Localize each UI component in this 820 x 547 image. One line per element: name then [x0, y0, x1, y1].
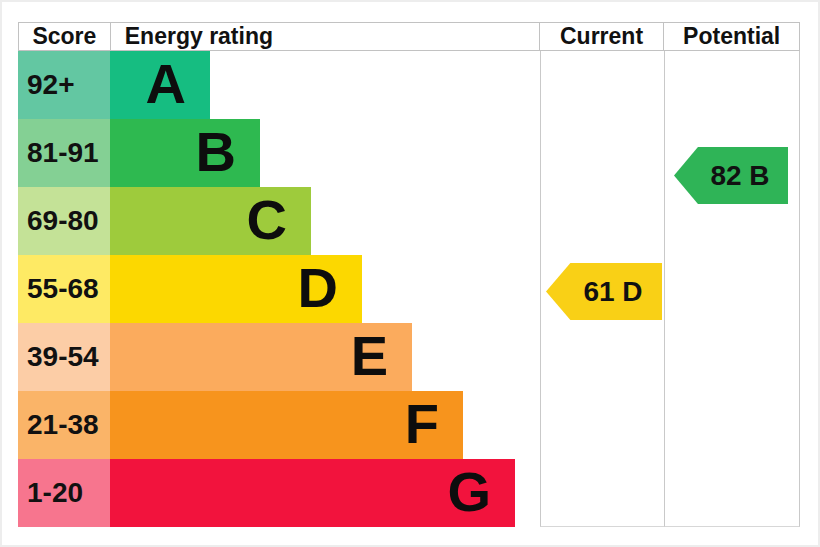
band-row: 55-68 D — [18, 255, 540, 323]
header-score: Score — [19, 23, 111, 50]
rating-bar: E — [110, 323, 412, 391]
rating-bar: F — [110, 391, 463, 459]
header-energy-rating: Energy rating — [111, 23, 540, 50]
band-row: 39-54 E — [18, 323, 540, 391]
score-cell: 1-20 — [18, 459, 110, 527]
band-row: 21-38 F — [18, 391, 540, 459]
rating-bar: B — [110, 119, 260, 187]
band-row: 81-91 B — [18, 119, 540, 187]
rating-bar: C — [110, 187, 311, 255]
potential-column — [665, 51, 800, 527]
band-row: 69-80 C — [18, 187, 540, 255]
rating-letter: C — [247, 188, 287, 251]
header-current: Current — [540, 23, 665, 50]
rating-letter: A — [146, 52, 186, 115]
rating-bar: G — [110, 459, 515, 527]
potential-rating-arrow: 82 B — [674, 147, 788, 204]
score-cell: 55-68 — [18, 255, 110, 323]
band-rows: 92+ A 81-91 B 69-80 C 55-68 D 39-54 E 21… — [18, 51, 540, 527]
header-potential: Potential — [664, 23, 799, 50]
epc-chart-page: { "header": { "score": "Score", "energy_… — [0, 0, 820, 547]
score-cell: 69-80 — [18, 187, 110, 255]
current-rating-label: 61 D — [583, 276, 642, 308]
score-cell: 21-38 — [18, 391, 110, 459]
score-cell: 81-91 — [18, 119, 110, 187]
band-row: 1-20 G — [18, 459, 540, 527]
rating-letter: F — [405, 392, 439, 455]
current-rating-arrow: 61 D — [546, 263, 662, 320]
header-row: Score Energy rating Current Potential — [18, 22, 800, 51]
rating-bar: D — [110, 255, 362, 323]
rating-letter: E — [351, 324, 388, 387]
band-row: 92+ A — [18, 51, 540, 119]
score-cell: 92+ — [18, 51, 110, 119]
rating-bar: A — [110, 51, 210, 119]
potential-rating-label: 82 B — [710, 160, 769, 192]
rating-letter: G — [447, 460, 491, 523]
epc-rating-table: Score Energy rating Current Potential 92… — [18, 22, 800, 527]
score-cell: 39-54 — [18, 323, 110, 391]
rating-letter: B — [196, 120, 236, 183]
rating-letter: D — [298, 256, 338, 319]
